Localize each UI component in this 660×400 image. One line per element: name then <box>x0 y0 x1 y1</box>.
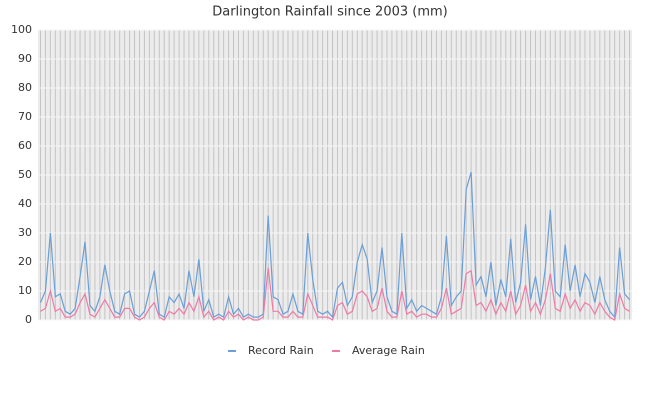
legend-label: Average Rain <box>352 344 425 357</box>
y-tick-label: 0 <box>25 313 32 326</box>
y-tick-label: 70 <box>18 110 32 123</box>
y-tick-label: 10 <box>18 284 32 297</box>
chart-title: Darlington Rainfall since 2003 (mm) <box>212 5 448 20</box>
y-tick-label: 80 <box>18 81 32 94</box>
legend-label: Record Rain <box>248 344 314 357</box>
y-tick-label: 50 <box>18 168 32 181</box>
y-tick-label: 20 <box>18 255 32 268</box>
series-line <box>40 267 630 321</box>
y-tick-label: 90 <box>18 52 32 65</box>
y-tick-label: 60 <box>18 139 32 152</box>
series-line <box>39 171 630 319</box>
y-tick-label: 100 <box>11 23 32 36</box>
y-tick-label: 40 <box>18 197 32 210</box>
y-tick-label: 30 <box>18 226 32 239</box>
